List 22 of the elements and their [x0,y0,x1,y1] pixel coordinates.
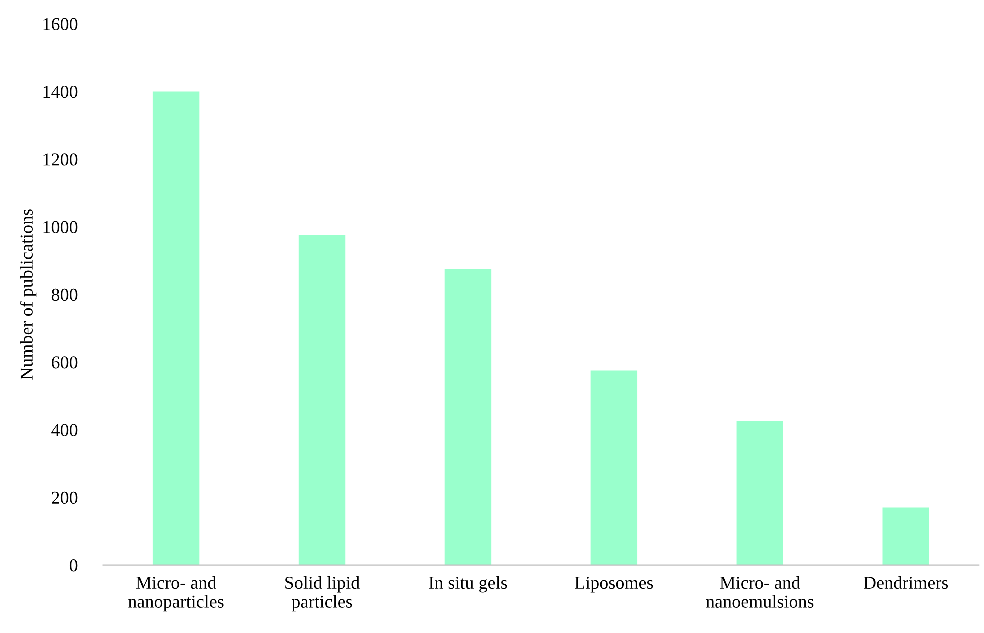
bar [590,370,638,566]
bar [882,508,930,566]
y-axis-title: Number of publications [20,210,37,380]
y-tick-label: 400 [52,424,78,436]
x-tick-label: Micro- and nanoemulsions [706,576,814,608]
y-tick-label: 0 [70,560,78,572]
y-tick-label: 200 [52,492,78,504]
y-tick-label: 1000 [44,221,78,234]
x-tick-label: Solid lipid particles [286,576,360,612]
bar [152,92,200,566]
bar [736,422,784,566]
bar [444,269,492,566]
bar [298,235,346,566]
x-tick-label: Dendrimers [864,576,948,590]
x-tick-label: Liposomes [575,576,654,593]
x-tick-label: In situ gels [429,576,508,593]
y-tick-label: 600 [52,356,78,369]
y-tick-label: 1200 [44,154,78,166]
y-tick-label: 800 [52,288,78,302]
y-tick-label: 1600 [44,18,78,30]
x-tick-label: Micro- and nanoparticles [128,576,224,612]
y-tick-label: 1400 [44,86,78,98]
